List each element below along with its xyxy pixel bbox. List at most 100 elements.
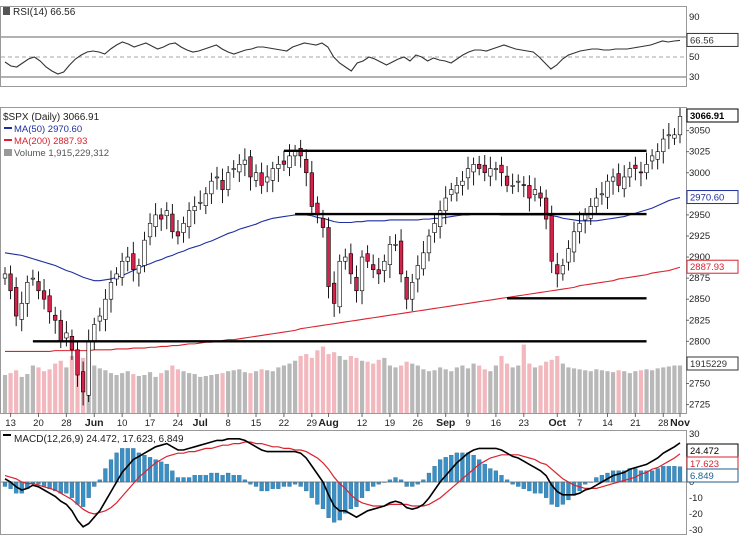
macd-hist-bar xyxy=(159,461,164,483)
macd-hist-bar xyxy=(131,448,136,483)
candle-body xyxy=(354,276,359,292)
macd-hist-bar xyxy=(544,481,549,498)
volume-bar xyxy=(170,365,175,413)
volume-bar xyxy=(14,370,19,413)
volume-value-tag-box xyxy=(686,356,739,371)
macd-hist-bar xyxy=(655,468,660,483)
volume-bar xyxy=(231,370,236,413)
volume-bar xyxy=(309,357,314,413)
volume-bar xyxy=(661,367,666,413)
candle-body xyxy=(627,168,632,178)
macd-hist-bar xyxy=(337,481,342,521)
x-tick-label: Sep xyxy=(436,417,455,429)
price-tick-label: 2725 xyxy=(689,400,710,411)
x-tick-label: Nov xyxy=(670,417,690,429)
volume-bar xyxy=(142,375,147,413)
candle-body xyxy=(532,189,538,195)
candle-body xyxy=(192,206,197,211)
macd-title: MACD(12,26,9) 24.472, 17.623, 6.849 xyxy=(14,434,184,445)
candle-body xyxy=(560,265,565,275)
volume-bar xyxy=(248,373,253,413)
x-tick-label: 29 xyxy=(307,418,318,429)
volume-bar xyxy=(387,365,393,413)
volume-bar xyxy=(538,365,543,413)
candle-body xyxy=(549,215,554,262)
macd-hist-bar xyxy=(493,470,499,483)
volume-bar xyxy=(198,376,203,413)
volume-bar xyxy=(571,368,577,413)
candle-body xyxy=(510,185,515,187)
volume-bar xyxy=(504,363,510,413)
candle-body xyxy=(438,210,443,228)
candle-body xyxy=(538,192,543,199)
candle-body xyxy=(633,164,638,169)
candle-body xyxy=(677,116,683,136)
candle-body xyxy=(203,193,208,206)
macd-hist-bar xyxy=(103,468,108,483)
x-tick-label: 17 xyxy=(145,418,156,429)
candle-body xyxy=(276,164,281,169)
price-tick-label: 2875 xyxy=(689,273,710,284)
candle-body xyxy=(588,206,593,219)
candle-body xyxy=(147,223,153,238)
volume-bar xyxy=(627,373,632,413)
volume-bar xyxy=(36,367,41,413)
macd-hist-bar xyxy=(633,468,638,483)
ma50-legend: MA(50) 2970.60 xyxy=(14,124,82,135)
candle-body xyxy=(220,180,225,190)
volume-bar xyxy=(404,361,409,413)
macd-hist-bar xyxy=(365,481,370,492)
volume-bar xyxy=(53,363,58,413)
volume-legend: Volume 1,915,229,312 xyxy=(14,148,109,159)
macd-hist-bar xyxy=(521,481,526,489)
candle-body xyxy=(153,214,158,228)
volume-bar xyxy=(108,373,114,413)
volume-bar xyxy=(304,354,309,413)
volume-bar xyxy=(460,365,465,413)
candle-body xyxy=(488,168,493,177)
candle-body xyxy=(649,155,655,162)
price-grid xyxy=(686,130,689,406)
volume-bar xyxy=(527,363,532,413)
candle-body xyxy=(281,160,287,165)
macd-hist-bar xyxy=(499,475,504,483)
candle-body xyxy=(80,371,86,393)
volume-bar xyxy=(159,373,164,413)
candle-body xyxy=(571,231,577,253)
candle-body xyxy=(527,185,532,199)
rsi-panel xyxy=(0,6,687,87)
macd-hist-bar xyxy=(231,475,236,483)
macd-hist-bar xyxy=(438,459,443,483)
price-tick-label: 3050 xyxy=(689,126,710,137)
macd-hist-bar xyxy=(147,457,153,483)
macd-hist-bar xyxy=(186,477,192,483)
macd-hist-bar xyxy=(661,466,666,483)
volume-bar xyxy=(599,370,604,413)
macd-layer xyxy=(1,437,686,528)
x-tick-label: 20 xyxy=(33,418,44,429)
candle-body xyxy=(521,184,526,186)
macd-hist-bar xyxy=(58,481,63,494)
volume-bar xyxy=(666,366,671,413)
rsi-tick-label: 30 xyxy=(689,72,700,83)
candle-body xyxy=(14,287,19,317)
candle-body xyxy=(214,176,220,179)
macd-hist-bar xyxy=(532,481,538,494)
volume-bar xyxy=(449,371,454,413)
volume-bar xyxy=(359,360,365,413)
candle-body xyxy=(320,217,326,228)
rsi-value-tag: 66.56 xyxy=(690,35,714,46)
volume-bar xyxy=(638,370,644,413)
macd-hist-bar xyxy=(276,481,281,489)
candle-body xyxy=(103,298,108,320)
candle-body xyxy=(309,172,314,207)
candle-body xyxy=(41,290,47,300)
price-legend: $SPX (Daily) 3066.91 MA(50) 2970.60 MA(2… xyxy=(3,112,109,159)
price-title: $SPX (Daily) 3066.91 xyxy=(3,112,100,123)
macd-hist-bar xyxy=(309,481,314,498)
candle-body xyxy=(108,282,114,300)
candle-body xyxy=(666,134,671,137)
volume-bar xyxy=(125,371,130,413)
candle-body xyxy=(36,281,41,292)
volume-bar xyxy=(164,370,169,413)
